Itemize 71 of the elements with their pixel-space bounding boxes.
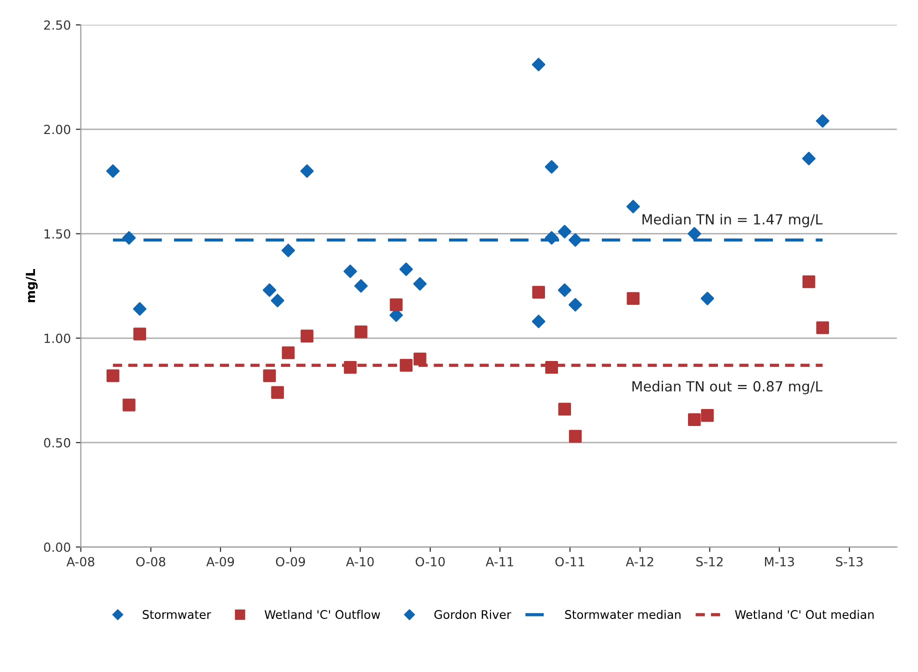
point: [271, 386, 284, 399]
point: [400, 358, 413, 372]
point: [344, 361, 357, 374]
point: [122, 398, 136, 412]
point: [544, 231, 558, 245]
point: [270, 294, 284, 308]
y-tick-label: 2.50: [44, 20, 70, 30]
point: [399, 262, 413, 276]
point: [568, 430, 582, 443]
point: [558, 402, 572, 416]
y-axis-title: mg/L: [26, 269, 38, 302]
x-tick-label: O-09: [276, 556, 305, 566]
point: [344, 264, 357, 278]
point: [802, 275, 816, 288]
point: [568, 298, 582, 312]
y-tick-label: 1.00: [44, 334, 70, 344]
point: [626, 292, 640, 305]
point: [106, 164, 120, 178]
point: [558, 283, 572, 297]
point: [354, 279, 368, 293]
point: [300, 330, 314, 342]
legend-label: Gordon River: [434, 610, 512, 619]
point: [133, 302, 146, 316]
point: [568, 233, 582, 247]
point: [816, 321, 830, 334]
point: [133, 328, 146, 340]
point: [282, 346, 295, 360]
point: [700, 292, 714, 306]
point: [122, 231, 136, 245]
point: [816, 114, 830, 128]
point: [532, 314, 546, 328]
point: [282, 244, 295, 258]
x-tick-label: O-10: [416, 556, 445, 566]
legend-label: Wetland 'C' Out median: [735, 610, 874, 619]
y-tick-label: 0.50: [44, 438, 70, 448]
point: [390, 298, 403, 312]
y-tick-label: 2.00: [44, 124, 70, 134]
point: [413, 277, 427, 291]
point: [414, 352, 426, 366]
point: [300, 164, 314, 178]
legend-label: Stormwater: [142, 610, 212, 619]
x-tick-label: A-09: [206, 556, 234, 566]
annotation: Median TN in = 1.47 mg/L: [642, 214, 823, 228]
point: [802, 152, 816, 166]
x-tick-label: A-11: [486, 557, 514, 566]
x-tick-label: S-13: [836, 556, 863, 566]
point: [688, 226, 702, 240]
x-tick-label: O-11: [555, 556, 584, 566]
x-tick-label: A-12: [626, 556, 654, 566]
x-tick-label: M-13: [764, 556, 794, 566]
annotation: Median TN out = 0.87 mg/L: [632, 380, 823, 394]
point: [532, 58, 546, 72]
x-tick-label: A-10: [346, 556, 374, 566]
point: [262, 283, 276, 297]
point: [701, 409, 714, 422]
point: [532, 286, 545, 299]
point: [545, 361, 558, 374]
legend-label: Stormwater median: [565, 610, 680, 619]
point: [688, 413, 701, 426]
point: [263, 369, 276, 382]
point: [558, 224, 572, 238]
point: [544, 160, 558, 174]
y-tick-label: 1.50: [44, 229, 70, 239]
point: [354, 325, 368, 338]
x-tick-label: O-08: [136, 556, 166, 566]
y-tick-label: 0.00: [44, 542, 70, 552]
x-tick-label: A-08: [66, 556, 94, 566]
legend-label: Wetland 'C' Outflow: [264, 610, 380, 619]
point: [626, 200, 640, 214]
point: [106, 369, 120, 382]
x-tick-label: S-12: [696, 556, 723, 566]
